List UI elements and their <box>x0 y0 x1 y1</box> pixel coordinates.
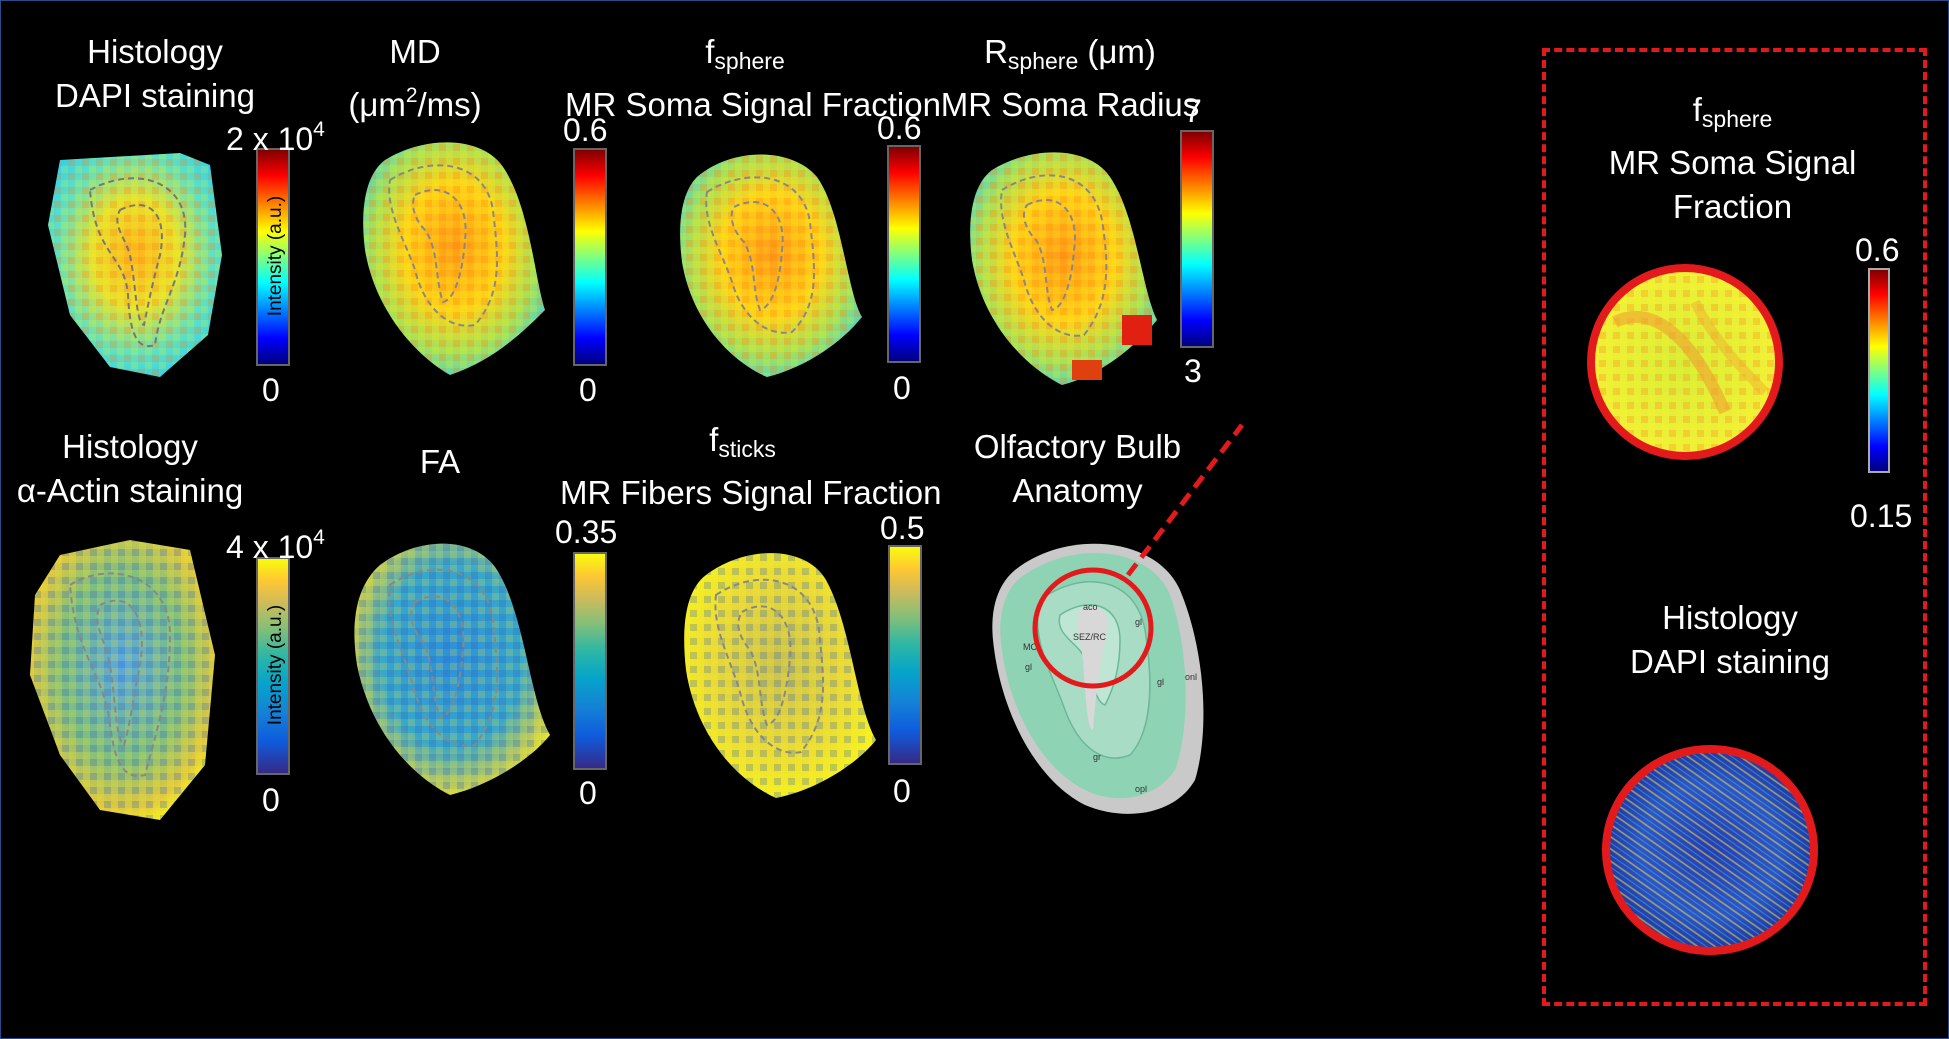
title-line-1: fsticks <box>709 421 776 462</box>
colorbar-max-rsphere: 7 <box>1184 93 1202 129</box>
colorbar-min-dapi: 0 <box>262 372 280 408</box>
title-fa: FA <box>340 440 540 484</box>
title-line-3: Fraction <box>1672 188 1793 225</box>
title-line-1: fsphere <box>705 33 785 74</box>
title-md: MD (μm2/ms) <box>310 30 520 127</box>
inset-dapi-circle <box>1602 745 1818 955</box>
colorbar-max-fa: 0.35 <box>555 514 618 550</box>
title-anatomy: Olfactory Bulb Anatomy <box>945 425 1210 513</box>
anatomy-label: gl <box>1025 662 1032 672</box>
anatomy-label: SEZ/RC <box>1073 632 1107 642</box>
anatomy-label: gr <box>1093 752 1101 762</box>
title-line-2: MR Soma Radius <box>940 86 1200 123</box>
colorbar-min-inset: 0.15 <box>1850 498 1913 534</box>
anatomy-label: MCL <box>1023 642 1042 652</box>
colorbar-md <box>573 148 607 366</box>
colorbar-max-md: 0.6 <box>563 112 608 148</box>
colorbar-max-dapi: 2 x 104 <box>226 118 325 157</box>
title-line-1: Histology <box>1662 599 1798 636</box>
title-line-2: MR Fibers Signal Fraction <box>560 474 942 511</box>
inset-dashed-box <box>1542 48 1927 1006</box>
dapi-map <box>48 153 222 377</box>
title-line-2: α-Actin staining <box>16 472 244 509</box>
anatomy-diagram: aco SEZ/RC MCL gl gl gl gr onl opl <box>992 543 1204 814</box>
anatomy-label: opl <box>1135 784 1147 794</box>
colorbar-fsphere <box>887 145 921 363</box>
title-line-2: DAPI staining <box>55 77 255 114</box>
title-line-1: Histology <box>62 428 198 465</box>
title-histology-dapi: Histology DAPI staining <box>20 30 290 118</box>
colorbar-fa <box>573 552 607 770</box>
colorbar-min-fa: 0 <box>579 775 597 811</box>
title-line-1: FA <box>419 443 461 480</box>
anatomy-label: aco <box>1083 602 1098 612</box>
title-line-2: Anatomy <box>1012 472 1143 509</box>
fa-map <box>354 543 550 795</box>
colorbar-min-rsphere: 3 <box>1184 353 1202 389</box>
colorbar-max-actin: 4 x 104 <box>226 526 325 565</box>
title-line-2: MR Soma Signal <box>1608 144 1857 181</box>
title-line-1: MD <box>389 33 441 70</box>
colorbar-actin: Intensity (a.u.) <box>256 557 290 775</box>
title-line-2: DAPI staining <box>1630 643 1830 680</box>
title-histology-actin: Histology α-Actin staining <box>15 425 245 513</box>
anatomy-label: gl <box>1157 677 1164 687</box>
title-line-1: fsphere <box>1692 91 1773 132</box>
title-fsphere: fsphere MR Soma Signal Fraction <box>565 30 941 127</box>
fsticks-map <box>684 553 876 798</box>
colorbar-min-md: 0 <box>579 372 597 408</box>
colorbar-max-fsticks: 0.5 <box>880 510 925 546</box>
colorbar-rsphere <box>1180 130 1214 348</box>
title-fsticks: fsticks MR Fibers Signal Fraction <box>560 418 942 515</box>
title-line-1: Rsphere (μm) <box>984 33 1156 74</box>
anatomy-label: gl <box>1135 617 1142 627</box>
anatomy-label: onl <box>1185 672 1197 682</box>
title-line-1: Olfactory Bulb <box>973 428 1182 465</box>
actin-map <box>30 540 215 820</box>
title-line-2: MR Soma Signal Fraction <box>565 86 941 123</box>
title-line-2: (μm2/ms) <box>348 84 482 123</box>
fsphere-map <box>680 154 862 377</box>
colorbar-fsticks <box>888 545 922 765</box>
rsphere-map <box>970 152 1157 385</box>
inset-fsphere-circle <box>1587 264 1783 460</box>
colorbar-max-fsphere: 0.6 <box>877 110 922 146</box>
colorbar-min-actin: 0 <box>262 782 280 818</box>
colorbar-dapi: Intensity (a.u.) <box>256 148 290 366</box>
colorbar-min-fsticks: 0 <box>893 773 911 809</box>
zoom-circle <box>1032 567 1154 689</box>
colorbar-inset-fsphere <box>1868 268 1890 473</box>
colorbar-min-fsphere: 0 <box>893 370 911 406</box>
title-rsphere: Rsphere (μm) MR Soma Radius <box>935 30 1205 127</box>
title-line-1: Histology <box>87 33 223 70</box>
md-map <box>363 142 545 375</box>
title-inset-fsphere: fsphere MR Soma Signal Fraction <box>1565 88 1900 229</box>
colorbar-max-inset: 0.6 <box>1855 232 1900 268</box>
title-inset-dapi: Histology DAPI staining <box>1570 596 1890 684</box>
